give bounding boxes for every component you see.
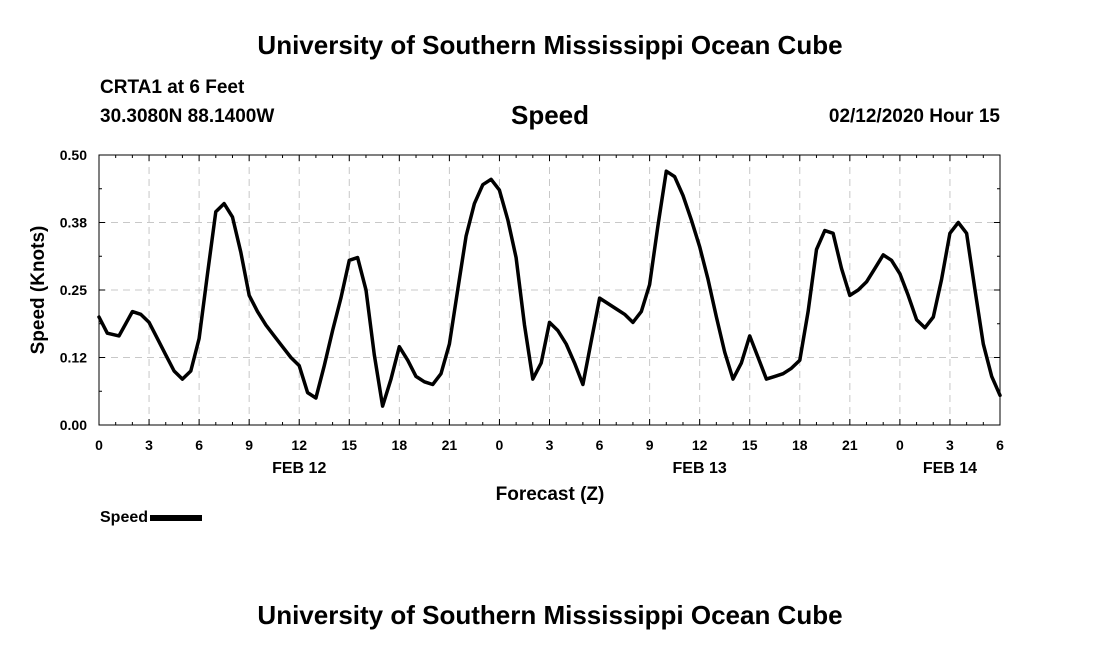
chart-title-top: University of Southern Mississippi Ocean… [257,30,843,60]
x-tick-label: 3 [946,437,954,453]
x-tick-label: 0 [496,437,504,453]
x-tick-label: 12 [692,437,708,453]
x-tick-label: 0 [896,437,904,453]
series-layer [97,169,1002,408]
legend: Speed [100,509,203,527]
x-tick-label: 3 [546,437,554,453]
y-tick-label: 0.38 [60,215,87,231]
x-tick-label: 15 [341,437,357,453]
date-label: FEB 12 [272,460,326,477]
x-axis-label: Forecast (Z) [496,484,605,505]
grid-lines [99,155,1000,425]
x-tick-label: 15 [742,437,758,453]
x-tick-label: 6 [996,437,1004,453]
x-tick-label: 21 [442,437,458,453]
chart-title-bottom: University of Southern Mississippi Ocean… [257,600,843,630]
y-tick-label: 0.00 [60,417,87,433]
x-tick-label: 12 [291,437,307,453]
date-label: FEB 13 [673,460,727,477]
x-tick-label: 9 [646,437,654,453]
forecast-timestamp: 02/12/2020 Hour 15 [828,106,1000,127]
x-tick-label: 0 [95,437,103,453]
x-tick-label: 18 [392,437,408,453]
date-label: FEB 14 [923,460,977,477]
x-tick-label: 6 [596,437,604,453]
y-tick-label: 0.25 [60,282,87,298]
legend-swatch [150,514,203,521]
y-tick-label: 0.12 [60,350,87,366]
series-line-speed [97,169,1002,408]
parameter-title: Speed [510,100,590,130]
legend-label: Speed [100,509,149,526]
x-tick-label: 9 [245,437,253,453]
x-tick-label: 6 [195,437,203,453]
station-label: CRTA1 at 6 Feet [100,77,245,98]
x-tick-label: 21 [842,437,858,453]
y-tick-label: 0.50 [60,147,87,163]
x-tick-label: 18 [792,437,808,453]
y-axis-label: Speed (Knots) [28,226,49,355]
x-tick-label: 3 [145,437,153,453]
station-coordinates: 30.3080N 88.1400W [100,106,275,127]
